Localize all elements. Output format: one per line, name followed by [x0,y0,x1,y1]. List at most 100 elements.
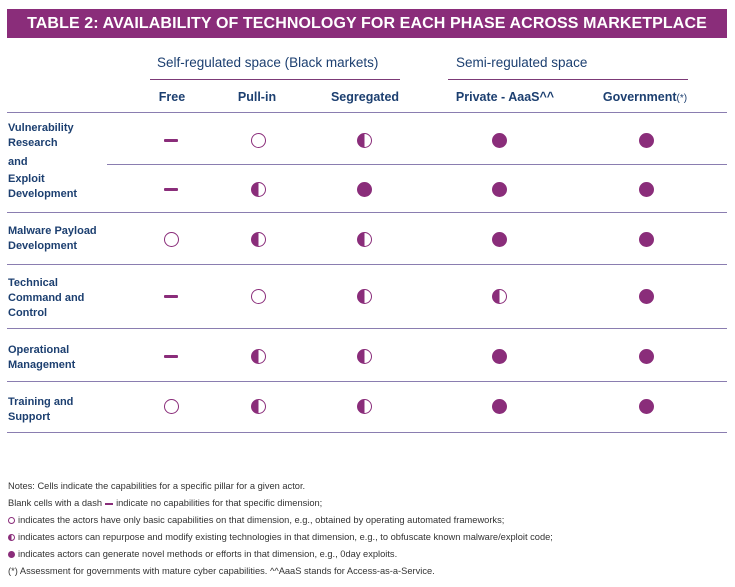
row-rule-inner [107,164,727,165]
note-line: (*) Assessment for governments with matu… [8,566,435,576]
row-label-exploit-development: Exploit Development [8,172,77,202]
cell-repurpose [248,346,268,366]
cell-repurpose [354,130,374,150]
cell-repurpose [248,396,268,416]
cell-novel [636,179,656,199]
column-header-government-label: Government [602,90,677,104]
column-header-segregated: Segregated [330,90,400,104]
row-label-line: Malware Payload [8,225,97,237]
column-header-free: Free [158,90,186,104]
cell-novel [489,229,509,249]
empty-circle-icon [250,132,266,148]
full-circle-icon [638,348,654,364]
cell-novel [636,130,656,150]
half-circle-icon [250,348,266,364]
cell-repurpose [248,229,268,249]
row-label-vulnerability-research: Vulnerability Research and [8,121,74,170]
header-rule [7,112,727,113]
row-label-line: Operational [8,344,70,356]
dash-icon [164,294,178,298]
note-text: indicates the actors have only basic cap… [18,515,505,525]
group-underline-semi-regulated [448,79,688,80]
row-label-training-support: Training and Support [8,395,73,425]
note-text: Blank cells with a dash [8,498,103,508]
full-circle-icon [8,551,15,559]
cell-none [161,346,181,366]
row-label-line: Vulnerability [8,122,74,134]
cell-none [161,179,181,199]
cell-novel [489,130,509,150]
group-underline-self-regulated [150,79,400,80]
cell-repurpose [354,229,374,249]
cell-repurpose [489,286,509,306]
full-circle-icon [638,181,654,197]
group-header-semi-regulated: Semi-regulated space [456,55,588,70]
full-circle-icon [491,231,507,247]
half-circle-icon [250,231,266,247]
note-line: indicates the actors have only basic cap… [8,512,553,529]
empty-circle-icon [163,398,179,414]
half-circle-icon [356,398,372,414]
full-circle-icon [638,132,654,148]
row-rule [7,328,727,329]
row-label-line: Management [8,359,76,371]
note-text: indicates actors can repurpose and modif… [18,532,553,542]
cell-basic [161,229,181,249]
row-label-line: Development [8,188,78,200]
empty-circle-icon [250,288,266,304]
row-label-line: Exploit [8,173,45,185]
half-circle-icon [356,288,372,304]
note-line: Notes: Cells indicate the capabilities f… [8,481,306,491]
dash-icon [164,187,178,191]
row-label-line: Research [8,137,58,149]
full-circle-icon [638,231,654,247]
table-bottom-rule [7,432,727,433]
cell-basic [248,130,268,150]
half-circle-icon [356,348,372,364]
half-circle-icon [250,398,266,414]
group-header-self-regulated: Self-regulated space (Black markets) [157,55,379,70]
row-rule [7,212,727,213]
note-line: Blank cells with a dash indicate no capab… [8,495,553,512]
column-header-private-aaas: Private - AaaS^^ [455,90,555,104]
cell-novel [636,229,656,249]
row-rule [7,381,727,382]
cell-none [161,130,181,150]
cell-novel [354,179,374,199]
cell-basic [248,286,268,306]
full-circle-icon [638,288,654,304]
cell-repurpose [354,396,374,416]
row-label-line: and [8,156,28,168]
half-circle-icon [250,181,266,197]
full-circle-icon [491,398,507,414]
full-circle-icon [491,132,507,148]
half-circle-icon [8,534,15,542]
note-line: indicates actors can generate novel meth… [8,546,553,563]
row-label-line: Control [8,307,48,319]
row-rule [7,264,727,265]
dash-icon [164,354,178,358]
cell-novel [636,396,656,416]
full-circle-icon [638,398,654,414]
full-circle-icon [491,348,507,364]
cell-novel [636,286,656,306]
cell-novel [489,396,509,416]
cell-novel [489,346,509,366]
column-header-government: Government(*) [590,90,700,104]
row-label-line: Development [8,240,78,252]
full-circle-icon [491,181,507,197]
note-text: indicate no capabilities for that specif… [116,498,323,508]
row-label-line: Technical [8,277,58,289]
cell-repurpose [354,286,374,306]
cell-repurpose [354,346,374,366]
note-text: indicates actors can generate novel meth… [18,549,398,559]
cell-basic [161,396,181,416]
row-label-operational-management: Operational Management [8,343,75,373]
cell-novel [489,179,509,199]
column-header-government-mark: (*) [676,93,688,104]
row-label-line: Support [8,411,51,423]
row-label-malware-payload: Malware Payload Development [8,224,97,254]
full-circle-icon [356,181,372,197]
dash-icon [105,502,114,505]
row-label-line: Command and [8,292,85,304]
